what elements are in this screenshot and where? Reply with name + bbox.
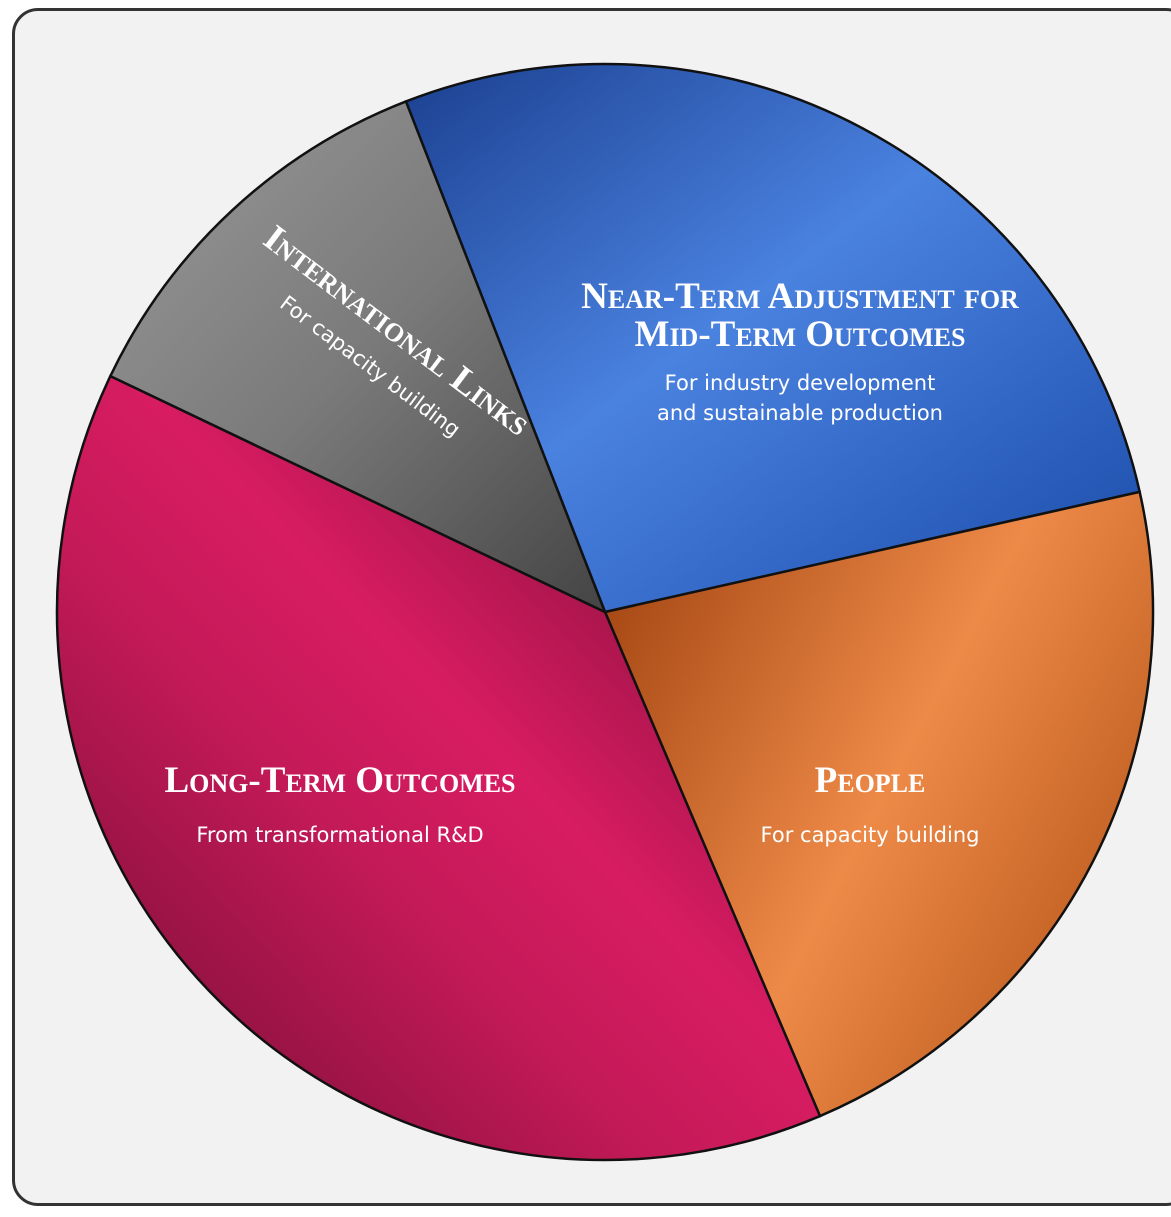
slice-title-long-term: Long-Term Outcomes xyxy=(164,760,515,801)
slice-title-near-term: Near-Term Adjustment for xyxy=(581,276,1019,317)
slice-title-near-term: Mid-Term Outcomes xyxy=(635,314,966,355)
slice-subtitle-near-term: For industry development xyxy=(665,371,936,395)
slice-subtitle-long-term: From transformational R&D xyxy=(196,823,483,847)
pie-slices xyxy=(57,64,1153,1160)
slice-subtitle-near-term: and sustainable production xyxy=(657,401,943,425)
slice-title-people: People xyxy=(815,760,926,801)
slice-subtitle-people: For capacity building xyxy=(761,823,980,847)
